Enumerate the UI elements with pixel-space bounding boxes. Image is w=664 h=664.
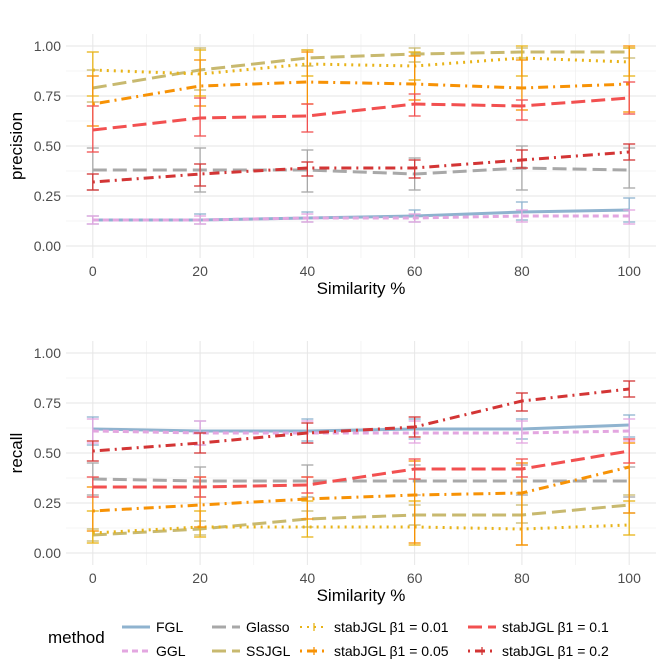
legend-label: GGL: [156, 643, 186, 659]
recall-x-tick-label: 40: [300, 570, 316, 586]
precision-line-ssjgl: [92, 50, 630, 90]
precision-x-tick-label: 80: [514, 263, 530, 279]
precision-grid: [66, 34, 656, 258]
precision-line-fgl: [92, 208, 630, 222]
recall-y-axis-title: recall: [7, 433, 26, 474]
legend-label: FGL: [156, 619, 183, 635]
precision-x-tick-label: 40: [300, 263, 316, 279]
legend-label: stabJGL β1 = 0.2: [502, 643, 609, 659]
legend-label: stabJGL β1 = 0.1: [502, 619, 609, 635]
legend-items: FGL Glasso stabJGL β1 = 0.01 stabJGL β1 = 0…: [122, 619, 609, 659]
recall-y-tick-label: 0.00: [34, 545, 61, 561]
recall-y-tick-label: 1.00: [34, 345, 61, 361]
legend-item-glasso: Glasso: [212, 619, 290, 635]
recall-y-tick-label: 0.75: [34, 395, 61, 411]
legend-title: method: [48, 628, 105, 647]
legend-item-ggl: GGL: [122, 643, 186, 659]
recall-line-glasso: [92, 477, 630, 483]
precision-line-stabjgl-1-0-05: [92, 80, 630, 106]
recall-x-tick-label: 100: [618, 570, 642, 586]
precision-series: [86, 45, 636, 225]
precision-x-tick-label: 100: [618, 263, 642, 279]
legend-label: stabJGL β1 = 0.05: [334, 643, 449, 659]
precision-panel: 0.00 0.25 0.50 0.75 1.00 0 20 40 60 80 100 Simila…: [7, 34, 656, 298]
recall-x-axis-title: Similarity %: [317, 586, 406, 605]
precision-x-tick-label: 0: [89, 263, 97, 279]
legend-item-stabjgl-1-0-01: stabJGL β1 = 0.01: [300, 619, 449, 635]
recall-y-tick-label: 0.50: [34, 445, 61, 461]
recall-panel: 0.00 0.25 0.50 0.75 1.00 0 20 40 60 80 100 Simila…: [7, 341, 656, 605]
recall-series-ggl: [86, 418, 636, 446]
precision-line-stabjgl-1-0-2: [92, 150, 630, 184]
recall-x-tick-label: 20: [192, 570, 208, 586]
recall-series-stabjgl-1-0-2: [86, 380, 636, 462]
recall-line-stabjgl-1-0-2: [92, 387, 630, 453]
precision-line-glasso: [92, 166, 630, 176]
legend-label: stabJGL β1 = 0.01: [334, 619, 449, 635]
recall-line-stabjgl-1-0-05: [92, 465, 630, 513]
precision-series-stabjgl-1-0-2: [86, 143, 636, 191]
precision-y-tick-label: 0.75: [34, 88, 61, 104]
precision-series-ggl: [86, 209, 636, 225]
recall-x-tick-label: 0: [89, 570, 97, 586]
precision-y-tick-label: 0.25: [34, 188, 61, 204]
recall-y-tick-label: 0.25: [34, 495, 61, 511]
recall-series-stabjgl-1-0-1: [86, 438, 636, 498]
legend-label: SSJGL: [246, 643, 291, 659]
legend-item-stabjgl-1-0-1: stabJGL β1 = 0.1: [468, 619, 609, 635]
precision-y-tick-label: 0.50: [34, 138, 61, 154]
precision-x-tick-label: 60: [407, 263, 423, 279]
precision-x-ticks: 0 20 40 60 80 100: [89, 263, 641, 279]
legend-item-stabjgl-1-0-05: stabJGL β1 = 0.05: [300, 643, 449, 659]
legend-label: Glasso: [246, 619, 290, 635]
recall-line-fgl: [92, 423, 630, 433]
recall-x-tick-label: 60: [407, 570, 423, 586]
precision-line-stabjgl-1-0-1: [92, 96, 630, 132]
precision-y-tick-label: 0.00: [34, 238, 61, 254]
recall-line-stabjgl-1-0-1: [92, 449, 630, 489]
legend-item-fgl: FGL: [122, 619, 183, 635]
precision-y-tick-label: 1.00: [34, 38, 61, 54]
precision-x-axis-title: Similarity %: [317, 279, 406, 298]
precision-y-axis-title: precision: [7, 112, 26, 180]
precision-series-stabjgl-1-0-1: [86, 81, 636, 153]
recall-x-ticks: 0 20 40 60 80 100: [89, 570, 641, 586]
legend-item-ssjgl: SSJGL: [212, 643, 291, 659]
recall-series: [86, 380, 636, 546]
legend: method FGL Glasso stabJGL β1 = 0.01 stabJGL…: [48, 619, 609, 659]
recall-y-ticks: 0.00 0.25 0.50 0.75 1.00: [34, 345, 61, 561]
recall-x-tick-label: 80: [514, 570, 530, 586]
recall-line-ssjgl: [92, 503, 630, 537]
legend-item-stabjgl-1-0-2: stabJGL β1 = 0.2: [468, 643, 609, 659]
precision-x-tick-label: 20: [192, 263, 208, 279]
precision-y-ticks: 0.00 0.25 0.50 0.75 1.00: [34, 38, 61, 254]
